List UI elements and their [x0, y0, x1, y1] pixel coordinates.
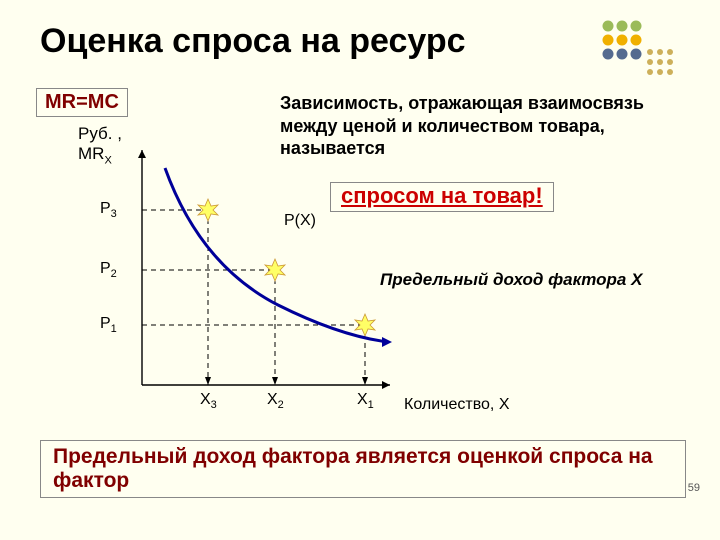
y-axis-label: Руб. , MRX: [78, 124, 122, 167]
demand-chart: [130, 150, 398, 410]
bottom-statement: Предельный доход фактора является оценко…: [40, 440, 686, 498]
marginal-revenue-label: Предельный доход фактора Х: [380, 270, 642, 290]
qty-label: X3: [200, 391, 217, 411]
page-title: Оценка спроса на ресурс: [40, 22, 466, 61]
qty-label: X2: [267, 391, 284, 411]
px-label: P(X): [284, 212, 316, 230]
price-label: P2: [100, 260, 117, 280]
decor-dots: [600, 18, 700, 88]
price-label: P3: [100, 200, 117, 220]
x-axis-label: Количество, Х: [404, 396, 509, 414]
price-label: P1: [100, 315, 117, 335]
mrmc-box: MR=MC: [36, 88, 128, 117]
qty-label: X1: [357, 391, 374, 411]
slide-number: 59: [688, 482, 700, 494]
